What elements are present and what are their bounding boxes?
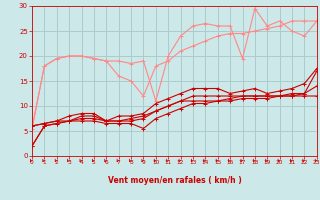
X-axis label: Vent moyen/en rafales ( km/h ): Vent moyen/en rafales ( km/h ) — [108, 176, 241, 185]
